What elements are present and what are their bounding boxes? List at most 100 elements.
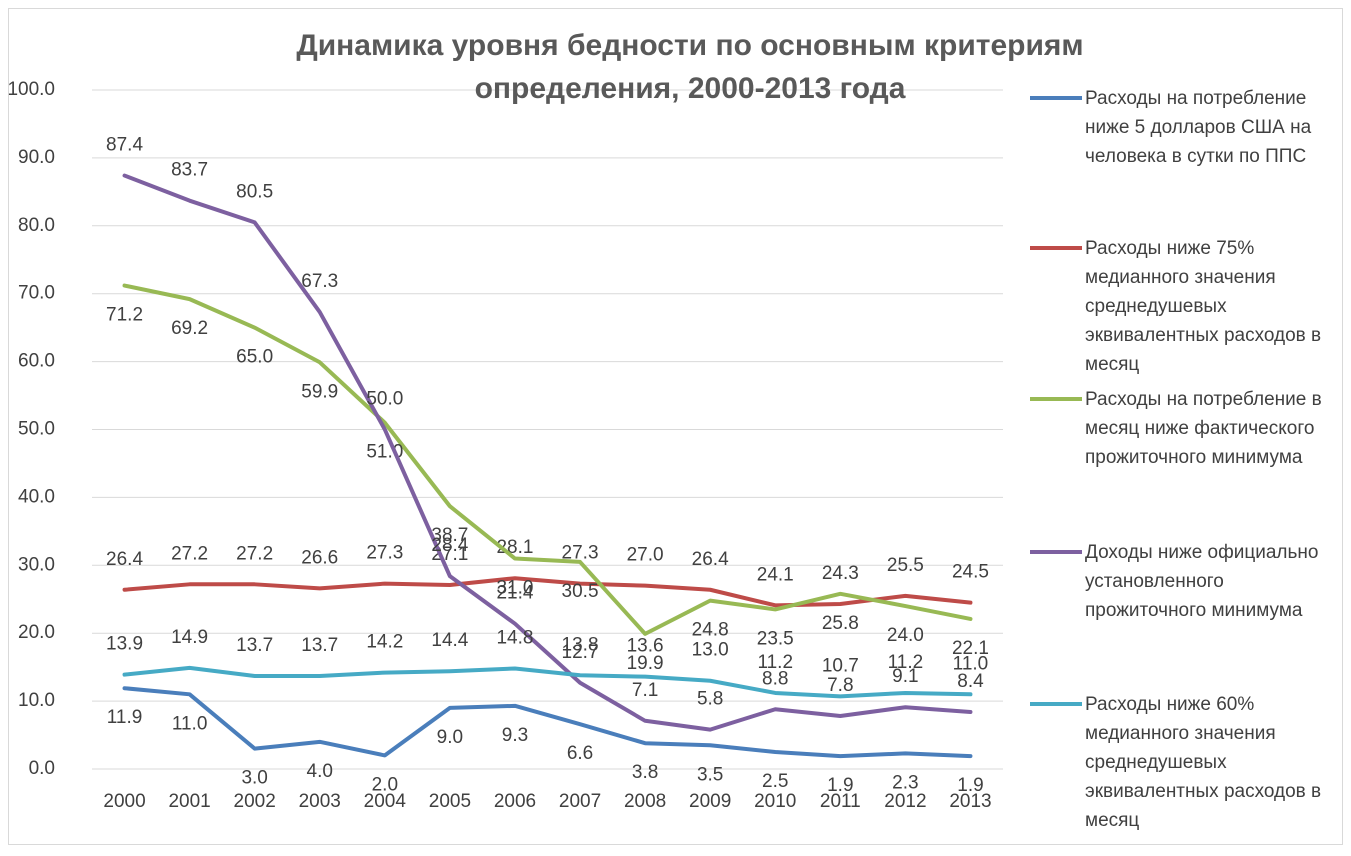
series-line <box>122 283 973 636</box>
data-label: 7.8 <box>827 675 853 696</box>
legend-label: Расходы на потребление в месяц ниже факт… <box>1085 389 1322 468</box>
data-label: 2.3 <box>892 772 918 793</box>
x-tick-label: 2000 <box>103 791 145 812</box>
data-label: 26.4 <box>692 549 729 570</box>
data-label: 6.6 <box>567 743 593 764</box>
data-label: 38.7 <box>431 525 468 546</box>
data-label: 11.2 <box>888 652 924 673</box>
data-label: 69.2 <box>171 318 208 339</box>
legend-swatch <box>1030 246 1082 250</box>
data-label: 27.3 <box>562 543 599 564</box>
data-label: 1.9 <box>827 775 853 796</box>
data-label: 24.5 <box>952 562 989 583</box>
data-label: 50.0 <box>366 389 403 410</box>
x-tick-label: 2010 <box>754 791 796 812</box>
y-tick-label: 10.0 <box>18 690 55 711</box>
data-label: 21.4 <box>496 583 533 604</box>
data-label: 1.9 <box>957 775 983 796</box>
x-tick-label: 2011 <box>820 791 861 812</box>
data-label: 26.6 <box>301 547 338 568</box>
data-label: 27.2 <box>171 543 208 564</box>
x-tick-label: 2002 <box>234 791 276 812</box>
data-label: 11.9 <box>107 707 143 728</box>
data-label: 4.0 <box>307 761 333 782</box>
x-tick-label: 2005 <box>429 791 471 812</box>
data-label: 13.9 <box>106 634 143 655</box>
data-label: 27.0 <box>627 545 664 566</box>
data-label: 23.5 <box>757 628 794 649</box>
data-label: 13.7 <box>301 635 338 656</box>
data-label: 12.7 <box>562 642 599 663</box>
legend-label: Доходы ниже официально установленного пр… <box>1085 542 1319 621</box>
data-label: 25.8 <box>822 613 859 634</box>
series-line <box>122 686 973 759</box>
y-tick-label: 70.0 <box>18 283 55 304</box>
chart-title: Динамика уровня бедности по основным кри… <box>296 29 1084 105</box>
data-label: 27.3 <box>366 543 403 564</box>
data-label: 3.0 <box>241 768 267 789</box>
x-tick-label: 2009 <box>689 791 731 812</box>
data-label: 10.7 <box>822 655 859 676</box>
series-line <box>122 173 973 732</box>
data-label: 30.5 <box>562 581 599 602</box>
y-tick-label: 50.0 <box>18 419 55 440</box>
data-label: 11.2 <box>757 652 793 673</box>
chart-frame <box>8 8 1343 845</box>
data-label: 59.9 <box>301 381 338 402</box>
data-label: 11.0 <box>172 713 208 734</box>
data-label: 31.0 <box>496 578 533 599</box>
y-tick-label: 90.0 <box>18 147 55 168</box>
data-label: 9.1 <box>892 666 918 687</box>
data-label: 8.8 <box>762 668 788 689</box>
data-label: 14.2 <box>366 632 403 653</box>
y-tick-label: 30.0 <box>18 554 55 575</box>
data-label: 13.6 <box>627 636 664 657</box>
x-tick-label: 2006 <box>494 791 536 812</box>
data-label: 3.8 <box>632 762 658 783</box>
data-label: 3.5 <box>697 764 723 785</box>
data-label: 26.4 <box>106 549 143 570</box>
data-label: 14.8 <box>496 628 533 649</box>
y-tick-label: 100.0 <box>7 79 55 100</box>
data-label: 9.0 <box>437 727 463 748</box>
data-label: 24.3 <box>822 563 859 584</box>
series-line <box>122 576 973 608</box>
x-tick-label: 2007 <box>559 791 601 812</box>
data-label: 13.0 <box>692 640 729 661</box>
data-label: 24.1 <box>757 564 794 585</box>
y-tick-label: 0.0 <box>29 758 55 779</box>
data-label: 22.1 <box>952 638 989 659</box>
x-tick-label: 2013 <box>949 791 991 812</box>
data-label: 25.5 <box>887 555 924 576</box>
legend-label: Расходы ниже 60% медианного значения сре… <box>1085 694 1322 831</box>
x-tick-label: 2012 <box>884 791 926 812</box>
data-label: 65.0 <box>236 347 273 368</box>
legend-swatch <box>1030 550 1082 554</box>
y-tick-label: 40.0 <box>18 486 55 507</box>
x-tick-label: 2003 <box>299 791 341 812</box>
y-tick-label: 80.0 <box>18 215 55 236</box>
data-label: 2.5 <box>762 771 788 792</box>
data-label: 7.1 <box>632 680 658 701</box>
data-label: 14.4 <box>431 630 468 651</box>
data-label: 28.4 <box>431 535 468 556</box>
data-label: 83.7 <box>171 160 208 181</box>
data-label: 67.3 <box>301 271 338 292</box>
data-label: 5.8 <box>697 689 723 710</box>
data-label: 27.2 <box>236 543 273 564</box>
legend-swatch <box>1030 397 1082 401</box>
x-tick-label: 2004 <box>364 791 407 812</box>
data-label: 24.8 <box>692 620 729 641</box>
series-line <box>122 665 973 699</box>
y-tick-label: 60.0 <box>18 351 55 372</box>
data-label: 13.7 <box>236 635 273 656</box>
legend-swatch <box>1030 96 1082 100</box>
data-label: 9.3 <box>502 725 528 746</box>
data-label: 11.0 <box>953 653 989 674</box>
data-label: 87.4 <box>106 135 143 156</box>
data-label: 14.9 <box>171 627 208 648</box>
data-label: 24.0 <box>887 625 924 646</box>
y-tick-label: 20.0 <box>18 622 55 643</box>
